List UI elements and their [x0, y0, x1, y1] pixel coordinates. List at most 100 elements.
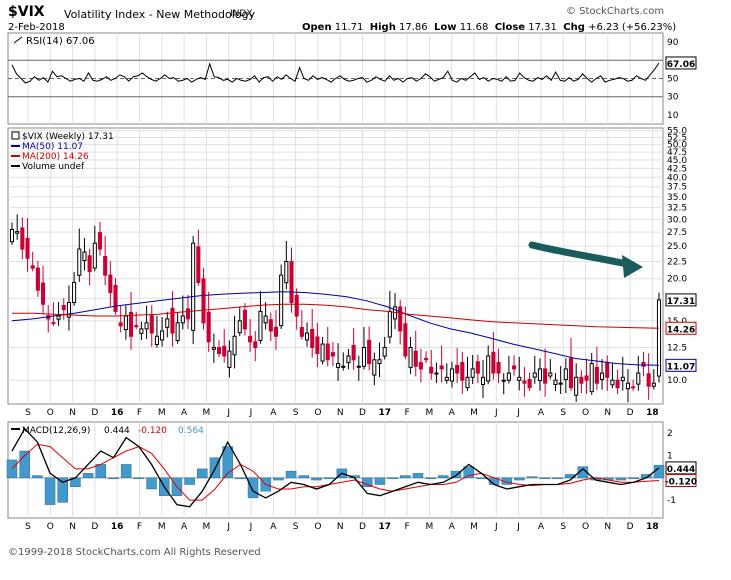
macd-x-tick: O	[314, 522, 321, 532]
candle-body	[289, 260, 294, 304]
open-value: 11.71	[334, 22, 364, 33]
price-x-tick: 18	[646, 408, 659, 418]
price-x-tick: 16	[111, 408, 124, 418]
price-legend-icon	[11, 131, 20, 140]
candle-body	[196, 246, 201, 283]
price-x-tick: S	[560, 408, 566, 418]
candle-body	[87, 255, 92, 273]
candle-body	[123, 315, 128, 331]
price-y-tick: 20.0	[667, 275, 687, 285]
macd-histogram-bar	[222, 446, 233, 479]
rsi-line	[11, 62, 660, 84]
macd-line	[11, 427, 660, 508]
candle-body	[610, 379, 615, 386]
ohlc-summary: Open 11.71 High 17.86 Low 11.68 Close 17…	[302, 22, 676, 33]
macd-x-tick: 17	[379, 522, 392, 532]
macd-histogram-bar	[501, 477, 513, 485]
macd-x-tick: 18	[646, 522, 659, 532]
price-y-tick: 27.5	[667, 228, 687, 238]
candle-body	[341, 365, 346, 368]
macd-histogram-bar	[32, 475, 43, 479]
candle-body	[568, 357, 574, 389]
price-x-tick: O	[314, 408, 321, 418]
candle-body	[25, 237, 30, 259]
candle-body	[134, 325, 139, 328]
price-y-tick: 55.0	[667, 127, 687, 137]
close-label: Close	[494, 22, 526, 33]
macd-x-tick: S	[560, 522, 566, 532]
candle-body	[248, 335, 253, 343]
candle-body	[201, 278, 206, 324]
candle-body	[211, 347, 216, 350]
macd-histogram-bar	[95, 464, 107, 479]
macd-histogram-bar	[412, 473, 424, 479]
candle-body	[154, 335, 159, 345]
candle-body	[444, 376, 449, 381]
macd-x-tick: N	[604, 522, 611, 532]
macd-histogram-bar	[285, 470, 297, 479]
candle-body	[377, 359, 382, 364]
macd-x-tick: M	[158, 522, 166, 532]
price-x-tick: J	[494, 408, 498, 418]
candle-body	[263, 315, 268, 324]
candle-body	[403, 323, 408, 357]
macd-histogram-bar	[425, 477, 436, 480]
candle-body	[9, 228, 15, 243]
candle-body	[206, 311, 211, 343]
annotation-arrow-head	[622, 255, 643, 278]
candle-body	[522, 380, 527, 384]
macd-x-tick: F	[137, 522, 142, 532]
candle-body	[600, 372, 605, 381]
price-x-tick: O	[582, 408, 589, 418]
candle-body	[108, 274, 113, 294]
price-0-tag: 17.31	[667, 297, 695, 307]
macd-x-tick: N	[69, 522, 76, 532]
candle-body	[460, 361, 465, 381]
candle-body	[408, 347, 413, 368]
annotation-arrow-shaft	[528, 241, 636, 269]
candle-body	[558, 382, 563, 385]
candle-body	[15, 231, 20, 234]
price-x-tick: A	[449, 408, 456, 418]
candle-body	[615, 379, 620, 389]
macd-x-tick: 16	[111, 522, 124, 532]
macd-histogram-bar	[438, 475, 449, 479]
high-label: High	[369, 22, 396, 33]
candle-body	[258, 310, 263, 341]
macd-x-tick: A	[538, 522, 545, 532]
open-label: Open	[302, 22, 332, 33]
candle-body	[361, 347, 367, 367]
macd-1-tag-box	[665, 473, 697, 487]
candle-body	[61, 304, 66, 311]
candle-body	[180, 315, 185, 324]
macd-x-tick: S	[25, 522, 31, 532]
candle-body	[512, 365, 517, 370]
macd-histogram-bar	[235, 477, 246, 480]
chart-date: 2-Feb-2018	[8, 22, 65, 33]
price-x-tick: F	[405, 408, 410, 418]
macd-histogram-bar	[247, 477, 259, 499]
price-x-tick: D	[359, 408, 366, 418]
candle-body	[480, 376, 486, 385]
candle-body	[387, 310, 392, 338]
macd-x-tick: J	[494, 522, 498, 532]
macd-histogram-bar	[273, 477, 284, 481]
ma200-line	[12, 303, 660, 329]
macd-histogram-bar	[197, 468, 208, 479]
symbol-name: Volatility Index - New Methodology	[64, 8, 255, 21]
candle-body	[429, 366, 434, 374]
candle-body	[304, 332, 310, 341]
macd-histogram-bar	[577, 466, 589, 479]
candle-body	[66, 302, 71, 318]
candle-body	[325, 343, 330, 361]
candle-body	[455, 364, 460, 374]
close-value: 17.31	[528, 22, 557, 33]
macd-legend-0: MACD(12,26,9)	[22, 426, 90, 436]
macd-histogram-bar	[653, 464, 665, 479]
macd-0-tag-box	[665, 461, 697, 475]
macd-x-tick: J	[516, 522, 520, 532]
macd-histogram-bar	[400, 475, 411, 479]
macd-x-tick: O	[47, 522, 54, 532]
candle-body	[273, 326, 279, 337]
